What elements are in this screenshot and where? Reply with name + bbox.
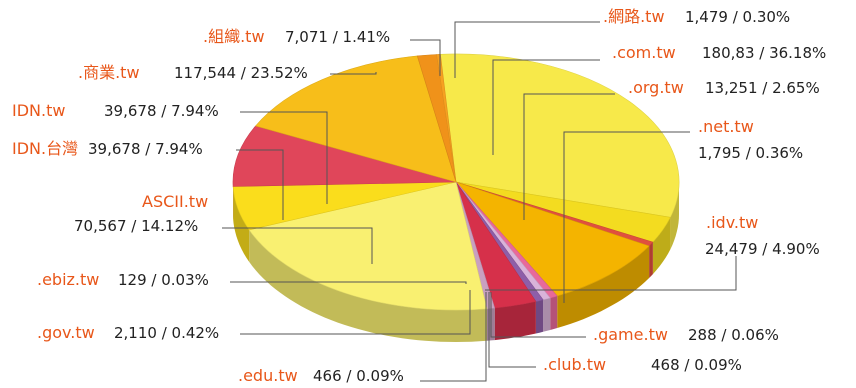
label-value-wanglu: 1,479 / 0.30% xyxy=(685,8,791,26)
label-name-idv: .idv.tw xyxy=(706,213,759,232)
label-name-edu: .edu.tw xyxy=(238,366,298,385)
label-value-ebiz: 129 / 0.03% xyxy=(118,271,209,289)
leader-line-idv xyxy=(485,256,737,291)
leader-line-ascii xyxy=(222,227,373,264)
label-name-ebiz: .ebiz.tw xyxy=(37,270,100,289)
label-name-game: .game.tw xyxy=(593,325,668,344)
label-name-idn_tw: IDN.tw xyxy=(12,101,66,120)
leader-line-org xyxy=(523,93,615,220)
slice-com xyxy=(440,53,680,218)
label-value-zuzhi: 7,071 / 1.41% xyxy=(285,28,391,46)
slice-side-com xyxy=(670,182,679,250)
slice-side-club xyxy=(543,298,551,332)
label-value-idn_taiwan: 39,678 / 7.94% xyxy=(88,140,203,158)
slice-side-idv xyxy=(557,246,650,328)
label-name-net: .net.tw xyxy=(698,117,754,136)
label-value-net: 1,795 / 0.36% xyxy=(698,144,804,162)
leader-line-shang xyxy=(330,72,377,75)
slice-side-ascii xyxy=(249,229,487,342)
label-value-gov: 2,110 / 0.42% xyxy=(114,324,220,342)
label-name-shang: .商業.tw xyxy=(78,63,140,82)
label-name-ascii: ASCII.tw xyxy=(142,192,209,211)
label-name-club: .club.tw xyxy=(543,355,607,374)
label-name-org: .org.tw xyxy=(628,78,684,97)
leader-line-idn_taiwan xyxy=(236,149,284,220)
slice-side-gov xyxy=(494,301,536,341)
slice-side-org xyxy=(652,217,671,275)
label-value-idv: 24,479 / 4.90% xyxy=(705,240,820,258)
leader-line-gov xyxy=(240,290,471,335)
slice-shang xyxy=(255,55,457,183)
leader-line-edu xyxy=(420,292,487,382)
slice-side-game xyxy=(550,296,558,330)
slice-side-idn_tw xyxy=(233,186,250,262)
leader-line-zuzhi xyxy=(410,39,441,76)
label-value-org: 13,251 / 2.65% xyxy=(705,79,820,97)
leader-line-com xyxy=(492,59,600,155)
label-value-shang: 117,544 / 23.52% xyxy=(174,64,308,82)
slice-ascii xyxy=(248,181,488,311)
leader-line-wanglu xyxy=(454,21,600,78)
label-name-idn_taiwan: IDN.台灣 xyxy=(12,139,79,158)
slice-idv xyxy=(455,181,650,297)
label-name-gov: .gov.tw xyxy=(37,323,95,342)
label-name-zuzhi: .組織.tw xyxy=(203,27,265,46)
label-value-com: 180,83 / 36.18% xyxy=(702,44,827,62)
leader-lines xyxy=(222,21,737,382)
slice-idn_taiwan xyxy=(232,125,457,187)
label-name-wanglu: .網路.tw xyxy=(603,7,665,26)
pie-top xyxy=(232,53,680,311)
label-value-club: 468 / 0.09% xyxy=(651,356,742,374)
label-value-edu: 466 / 0.09% xyxy=(313,367,404,385)
slice-side-net xyxy=(649,242,653,278)
label-value-game: 288 / 0.06% xyxy=(688,326,779,344)
label-name-com: .com.tw xyxy=(612,43,676,62)
leader-line-idn_tw xyxy=(240,111,328,204)
leader-line-game xyxy=(490,292,586,338)
label-value-ascii: 70,567 / 14.12% xyxy=(74,217,199,235)
leader-line-net xyxy=(563,131,690,303)
label-value-idn_tw: 39,678 / 7.94% xyxy=(104,102,219,120)
leader-line-ebiz xyxy=(230,281,467,284)
slice-side-edu xyxy=(535,299,544,334)
leader-line-club xyxy=(488,292,536,368)
